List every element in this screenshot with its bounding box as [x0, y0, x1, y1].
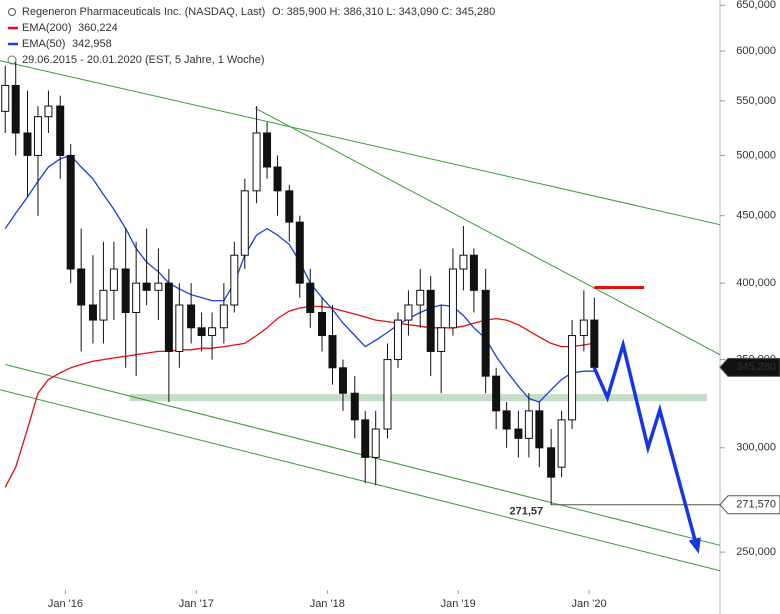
candle-body — [56, 105, 65, 156]
plot-area — [0, 0, 720, 590]
candle-body — [547, 447, 556, 478]
projection-arrowhead — [688, 537, 701, 554]
price-tag: 345,280 — [719, 357, 780, 377]
candle-body — [492, 375, 501, 412]
candle-body — [33, 116, 42, 156]
candle-body — [481, 289, 490, 377]
legend-value: 342,958 — [72, 38, 112, 50]
y-tick-label: 250,000 — [736, 546, 776, 558]
candle-body — [469, 254, 478, 291]
price-tag-box — [719, 357, 780, 377]
candle-body — [371, 428, 380, 458]
candle-body — [361, 419, 370, 458]
trendline — [0, 60, 721, 226]
candle-body — [175, 304, 184, 352]
candle-body — [502, 410, 511, 430]
candle-body — [437, 327, 446, 352]
candle-body — [328, 335, 337, 369]
candle-body — [164, 282, 173, 352]
candle-body — [1, 84, 10, 112]
candle-body — [393, 319, 402, 361]
candle-body — [426, 289, 435, 352]
candle-body — [252, 132, 261, 192]
header-icon — [8, 8, 16, 16]
candle-body — [590, 319, 599, 368]
price-tag-label: 345,280 — [736, 361, 776, 373]
candle-body — [318, 311, 327, 337]
candle-body — [11, 84, 20, 134]
header: Regeneron Pharmaceuticals Inc. (NASDAQ, … — [7, 6, 495, 66]
y-tick-label: 300,000 — [736, 442, 776, 454]
candle-body — [285, 190, 294, 223]
plot-layer: 271,57 — [0, 60, 721, 572]
x-tick-label: Jan '17 — [179, 598, 214, 610]
y-tick-label: 500,000 — [736, 149, 776, 161]
candle-body — [338, 367, 347, 394]
candle-body — [295, 221, 304, 284]
candle-body — [197, 327, 206, 337]
candle-body — [416, 289, 425, 306]
candle-body — [88, 304, 97, 321]
min-label: 271,57 — [509, 506, 543, 518]
y-tick-label: 650,000 — [736, 0, 776, 11]
candle-body — [77, 268, 86, 306]
ema-line — [4, 305, 595, 488]
candle-body — [219, 304, 228, 329]
candle-body — [132, 282, 141, 313]
candle-body — [535, 410, 544, 449]
candle-body — [557, 419, 566, 468]
trendline — [0, 389, 721, 572]
candle-body — [448, 268, 457, 329]
candle-body — [240, 190, 249, 256]
candle-body — [514, 428, 523, 439]
candle-body — [187, 304, 196, 329]
legend-value: 360,224 — [78, 22, 118, 34]
x-tick-label: Jan '20 — [572, 598, 607, 610]
candle-body — [263, 132, 272, 168]
candle-body — [208, 327, 217, 337]
candle-body — [404, 304, 413, 321]
x-tick-label: Jan '16 — [48, 598, 83, 610]
candle-body — [154, 282, 163, 291]
price-tag-label: 271,570 — [736, 499, 776, 511]
candle-body — [99, 289, 108, 321]
legend-entry: EMA(200) — [22, 22, 72, 34]
y-tick-label: 450,000 — [736, 210, 776, 222]
y-tick-label: 400,000 — [736, 277, 776, 289]
price-tag: 271,570 — [719, 495, 780, 515]
y-tick-label: 550,000 — [736, 95, 776, 107]
candle-body — [66, 154, 75, 270]
candle-body — [459, 254, 468, 270]
candle-body — [579, 319, 588, 337]
x-tick-label: Jan '18 — [310, 598, 345, 610]
candle-body — [273, 166, 282, 192]
y-tick-label: 600,000 — [736, 45, 776, 57]
candle-body — [23, 132, 32, 156]
quote: O: 385,900 H: 386,310 L: 343,090 C: 345,… — [272, 6, 495, 18]
legend-entry: EMA(50) — [22, 38, 65, 50]
price-tag-box — [719, 495, 780, 515]
candle-body — [524, 410, 533, 439]
candle-body — [142, 282, 151, 291]
projection-path — [592, 338, 700, 551]
range-note: 29.06.2015 - 20.01.2020 (EST, 5 Jahre, 1… — [22, 54, 265, 66]
candle-body — [306, 282, 315, 313]
candle-body — [350, 392, 359, 421]
chart-title: Regeneron Pharmaceuticals Inc. (NASDAQ, … — [22, 6, 265, 18]
trendline — [255, 107, 721, 356]
candle-body — [230, 254, 239, 306]
clock-icon — [7, 55, 17, 65]
candle-body — [121, 268, 130, 313]
candle-body — [109, 268, 118, 291]
x-tick-label: Jan '19 — [441, 598, 476, 610]
candle-body — [44, 105, 53, 118]
candle-body — [383, 359, 392, 430]
candle-body — [568, 335, 577, 421]
